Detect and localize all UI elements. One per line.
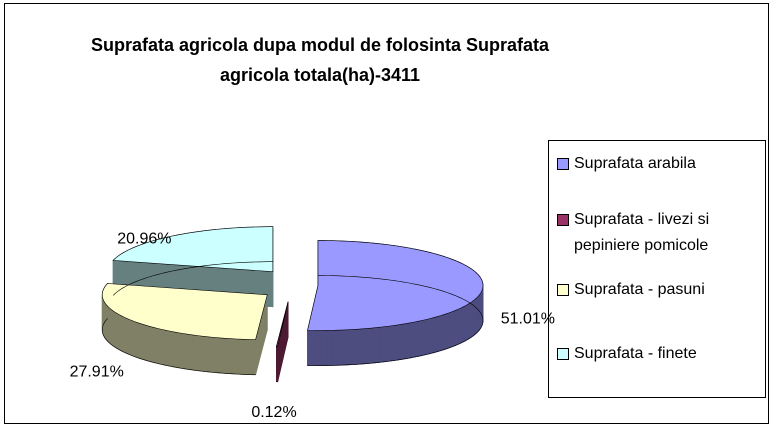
data-label: 20.96%	[117, 231, 171, 248]
slice-wall	[164, 329, 170, 367]
slice-wall	[212, 336, 218, 374]
slice-wall	[375, 326, 381, 364]
slice-wall	[452, 309, 456, 348]
slice-wall	[422, 318, 427, 356]
slice-wall	[384, 325, 390, 363]
slice-wall	[433, 316, 438, 354]
slice-wall	[436, 315, 441, 353]
slice-wall	[443, 313, 448, 351]
slice-wall	[153, 327, 159, 364]
legend-swatch	[557, 284, 569, 296]
slice-wall	[346, 329, 353, 366]
slice-wall	[137, 322, 142, 360]
slice-wall	[326, 329, 333, 366]
chart-title: Suprafata agricola dupa modul de folosin…	[90, 35, 550, 85]
slice-wall	[455, 308, 459, 347]
slice-wall	[351, 328, 357, 366]
slice-wall	[245, 339, 252, 375]
slice-wall	[181, 332, 187, 370]
slice-top	[307, 240, 484, 331]
slice-wall	[250, 339, 256, 376]
slice-wall	[193, 334, 200, 372]
slice-wall	[379, 326, 386, 363]
slice-wall	[198, 335, 204, 372]
slice-wall	[414, 320, 419, 358]
slice-wall	[131, 319, 136, 358]
legend: Suprafata arabila Suprafata - livezi si p…	[548, 140, 766, 398]
slice-side	[275, 301, 289, 383]
slice-wall	[360, 328, 367, 365]
slice-wall	[168, 330, 174, 368]
slice-wall	[202, 335, 209, 373]
slice-wall	[221, 337, 227, 374]
legend-label: Suprafata - livezi si pepiniere pomicole	[574, 211, 710, 254]
slice-wall	[356, 328, 362, 365]
slice-wall	[216, 337, 223, 374]
slice-wall	[143, 324, 148, 362]
slice-wall	[157, 327, 162, 365]
slice-edge	[112, 261, 273, 296]
slice-wall	[401, 323, 407, 360]
slice-wall	[341, 329, 348, 366]
slice-wall	[449, 310, 454, 349]
slice-wall	[172, 331, 178, 369]
slice-top	[112, 226, 274, 273]
data-label: 51.01%	[501, 310, 555, 327]
slice-wall	[185, 333, 191, 371]
slice-wall	[406, 322, 411, 360]
slice-wall	[146, 325, 152, 363]
slice-wall	[388, 325, 394, 362]
legend-label: Suprafata - pasuni	[574, 281, 705, 298]
slice-wall	[134, 321, 139, 359]
slice-wall	[365, 327, 372, 365]
legend-label: Suprafata arabila	[574, 155, 696, 172]
slice-wall	[397, 323, 403, 361]
slice-top	[276, 301, 289, 347]
slice-top	[101, 283, 268, 340]
slice-wall	[410, 321, 415, 359]
slice-wall	[226, 337, 232, 375]
slice-wall	[128, 318, 133, 357]
slice-wall	[393, 324, 399, 361]
slice-wall	[321, 330, 328, 366]
slice-wall	[161, 328, 166, 366]
slice-wall	[336, 329, 343, 366]
slice-edge	[101, 318, 256, 375]
slice-wall	[429, 317, 434, 355]
slice-wall	[140, 323, 145, 361]
slice-wall	[370, 327, 376, 364]
data-label: 27.91%	[70, 364, 124, 381]
legend-swatch	[557, 158, 569, 170]
slice-edge	[307, 275, 484, 366]
slice-wall	[331, 329, 338, 366]
slice-wall	[446, 312, 451, 350]
slice-wall	[316, 330, 323, 366]
slice-wall	[240, 338, 247, 375]
slice-wall	[439, 314, 444, 352]
legend-swatch	[557, 214, 569, 226]
legend-label: Suprafata - finete	[574, 345, 697, 362]
slice-wall	[418, 319, 423, 357]
slice-wall	[230, 338, 237, 375]
slice-wall	[176, 332, 182, 369]
slice-wall	[150, 326, 155, 364]
legend-swatch	[557, 348, 569, 360]
slice-wall	[235, 338, 242, 375]
slice-wall	[189, 334, 195, 371]
data-label: 0.12%	[251, 404, 296, 421]
chart-frame	[4, 3, 769, 424]
slice-wall	[207, 336, 213, 373]
slice-wall	[425, 318, 431, 356]
